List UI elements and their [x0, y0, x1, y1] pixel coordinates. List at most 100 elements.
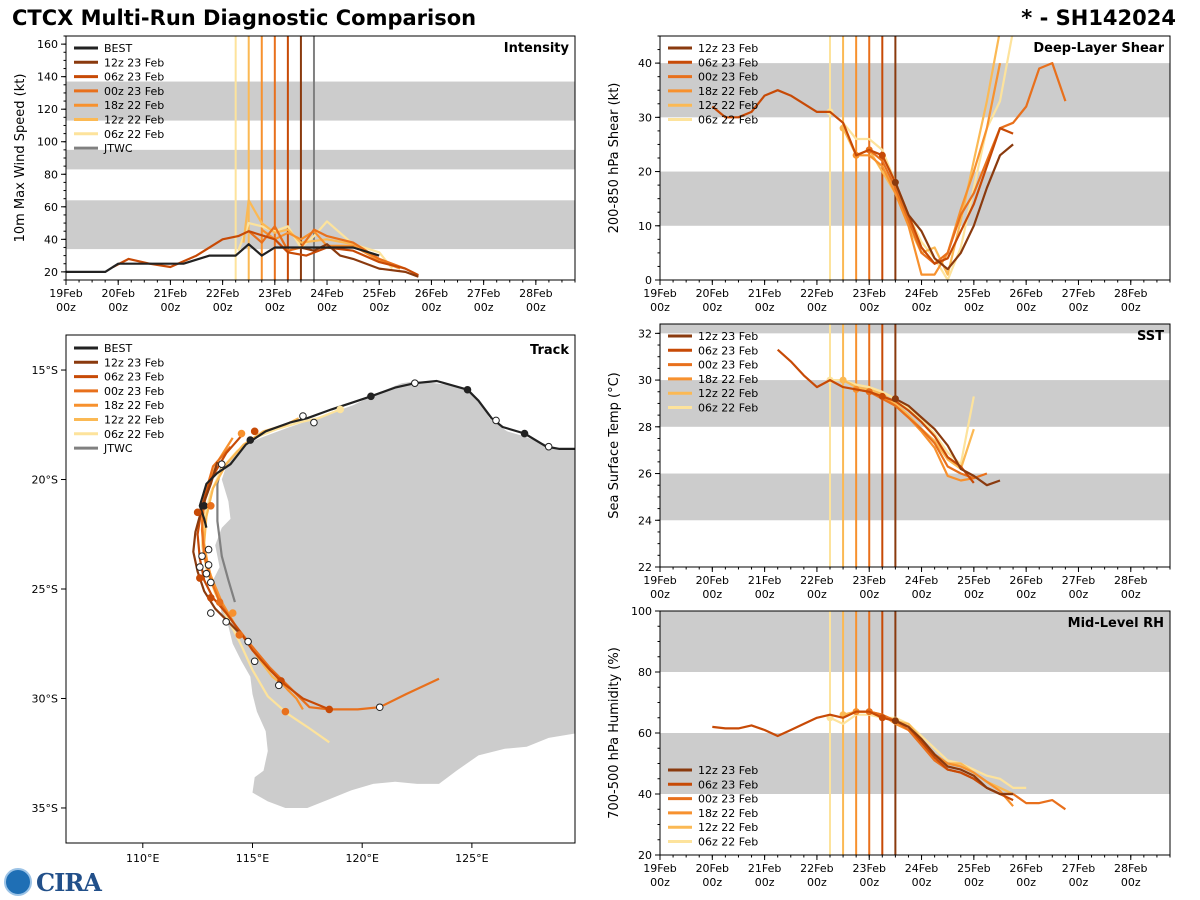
x-tick-sublabel: 00z: [526, 301, 546, 314]
shaded-band: [660, 63, 1170, 118]
track-marker-best: [367, 392, 375, 401]
track-marker-06z-23-feb: [196, 574, 204, 582]
init-marker-12z-23-feb: [891, 178, 899, 186]
y-tick-label: 100: [631, 605, 652, 618]
y-tick-label: 26: [638, 468, 652, 481]
y-tick-label: 60: [638, 727, 652, 740]
y-tick-label: 80: [44, 168, 58, 181]
x-tick-label: 110°E: [126, 852, 159, 865]
legend-label-00z-23-feb: 00z 23 Feb: [698, 71, 758, 84]
y-tick-label: 35°S: [32, 802, 58, 815]
legend-label-18z-22-feb: 18z 22 Feb: [698, 373, 758, 386]
legend-label-18z-22-feb: 18z 22 Feb: [104, 99, 164, 112]
x-tick-label: 28Feb: [1114, 574, 1147, 587]
legend-label-06z-22-feb: 06z 22 Feb: [104, 128, 164, 141]
track-marker-best: [492, 416, 500, 425]
x-tick-sublabel: 00z: [474, 301, 494, 314]
x-tick-label: 21Feb: [748, 574, 781, 587]
x-tick-label: 26Feb: [1009, 287, 1042, 300]
x-tick-label: 20Feb: [696, 287, 729, 300]
y-tick-label: 140: [37, 71, 58, 84]
x-tick-label: 25Feb: [362, 287, 395, 300]
x-tick-sublabel: 00z: [650, 588, 670, 601]
track-marker-best: [246, 436, 255, 444]
x-tick-label: 19Feb: [643, 574, 676, 587]
x-tick-sublabel: 00z: [369, 301, 389, 314]
legend-label-12z-22-feb: 12z 22 Feb: [698, 387, 758, 400]
x-tick-label: 24Feb: [310, 287, 343, 300]
legend-label-00z-23-feb: 00z 23 Feb: [698, 359, 758, 372]
y-axis-label: 10m Max Wind Speed (kt): [13, 74, 28, 243]
legend-label-00z-23-feb: 00z 23 Feb: [104, 85, 164, 98]
series-line-12z-23-feb: [300, 243, 419, 278]
legend-label-00z-23-feb: 00z 23 Feb: [104, 385, 164, 398]
panel-intensity: 2040608010012014016019Feb00z20Feb00z21Fe…: [13, 35, 576, 314]
y-tick-label: 28: [638, 421, 652, 434]
plot-frame: [659, 323, 1171, 568]
y-tick-label: 30°S: [32, 692, 58, 705]
x-tick-sublabel: 00z: [213, 301, 233, 314]
shaded-band: [66, 81, 575, 121]
track-marker-12z-22-feb: [222, 618, 230, 626]
track-marker-06z-22-feb: [202, 569, 211, 578]
y-tick-label: 25°S: [32, 583, 58, 596]
track-marker-best: [299, 412, 307, 420]
series-line-18z-22-feb: [856, 62, 1002, 276]
shaded-band: [660, 380, 1170, 427]
legend-label-06z-22-feb: 06z 22 Feb: [104, 428, 164, 441]
track-marker-best: [411, 379, 419, 387]
x-tick-label: 22Feb: [800, 862, 833, 875]
legend-label-12z-22-feb: 12z 22 Feb: [104, 114, 164, 127]
track-marker-18z-22-feb: [228, 609, 237, 617]
x-tick-label: 23Feb: [258, 287, 291, 300]
legend-label-best: BEST: [104, 342, 132, 355]
x-tick-sublabel: 00z: [1121, 876, 1141, 889]
panel-rh: 2040608010019Feb00z20Feb00z21Feb00z22Feb…: [607, 605, 1171, 889]
x-tick-sublabel: 00z: [702, 588, 722, 601]
y-tick-label: 20°S: [32, 474, 58, 487]
cira-logo-text: CIRA: [36, 867, 102, 897]
legend-label-06z-22-feb: 06z 22 Feb: [698, 114, 758, 127]
x-tick-label: 25Feb: [957, 574, 990, 587]
x-tick-label: 23Feb: [852, 574, 885, 587]
init-marker-12z-22-feb: [839, 376, 847, 384]
x-tick-sublabel: 00z: [964, 876, 984, 889]
legend-label-jtwc: JTWC: [103, 142, 133, 155]
legend-label-06z-23-feb: 06z 23 Feb: [104, 71, 164, 84]
x-tick-label: 22Feb: [206, 287, 239, 300]
x-tick-sublabel: 00z: [1069, 588, 1089, 601]
track-marker-00z-23-feb: [235, 631, 244, 639]
land-mass: [213, 381, 575, 808]
x-tick-sublabel: 00z: [807, 301, 827, 314]
y-tick-label: 15°S: [32, 364, 58, 377]
panel-title: Track: [530, 343, 569, 358]
init-marker-06z-23-feb: [878, 714, 886, 722]
init-marker-12z-23-feb: [891, 717, 899, 725]
x-tick-label: 115°E: [236, 852, 269, 865]
x-tick-sublabel: 00z: [1121, 301, 1141, 314]
x-tick-sublabel: 00z: [1016, 588, 1036, 601]
x-tick-sublabel: 00z: [912, 588, 932, 601]
legend-label-12z-23-feb: 12z 23 Feb: [104, 56, 164, 69]
legend-label-06z-23-feb: 06z 23 Feb: [104, 371, 164, 384]
track-marker-06z-23-feb: [207, 593, 215, 602]
x-tick-sublabel: 00z: [317, 301, 337, 314]
x-tick-sublabel: 00z: [1069, 876, 1089, 889]
x-tick-sublabel: 00z: [702, 876, 722, 889]
legend-label-12z-23-feb: 12z 23 Feb: [698, 42, 758, 55]
track-marker-06z-22-feb: [196, 563, 204, 571]
y-tick-label: 40: [44, 233, 58, 246]
x-tick-label: 23Feb: [852, 862, 885, 875]
track-marker-00z-23-feb: [375, 703, 384, 712]
panel-title: SST: [1137, 329, 1164, 344]
y-axis-label: Sea Surface Temp (°C): [607, 372, 622, 519]
track-marker-06z-22-feb: [204, 561, 213, 569]
init-marker-06z-23-feb: [878, 392, 886, 400]
legend-label-06z-22-feb: 06z 22 Feb: [698, 836, 758, 849]
shaded-band: [660, 473, 1170, 521]
track-marker-best: [200, 501, 209, 510]
y-tick-label: 30: [638, 111, 652, 124]
series-line-best: [66, 243, 380, 273]
cira-logo: CIRA: [4, 866, 102, 898]
